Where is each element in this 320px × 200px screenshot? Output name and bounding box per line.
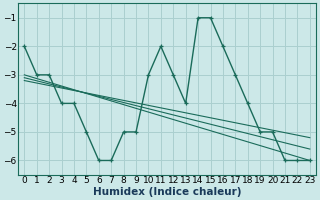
X-axis label: Humidex (Indice chaleur): Humidex (Indice chaleur) <box>93 187 241 197</box>
